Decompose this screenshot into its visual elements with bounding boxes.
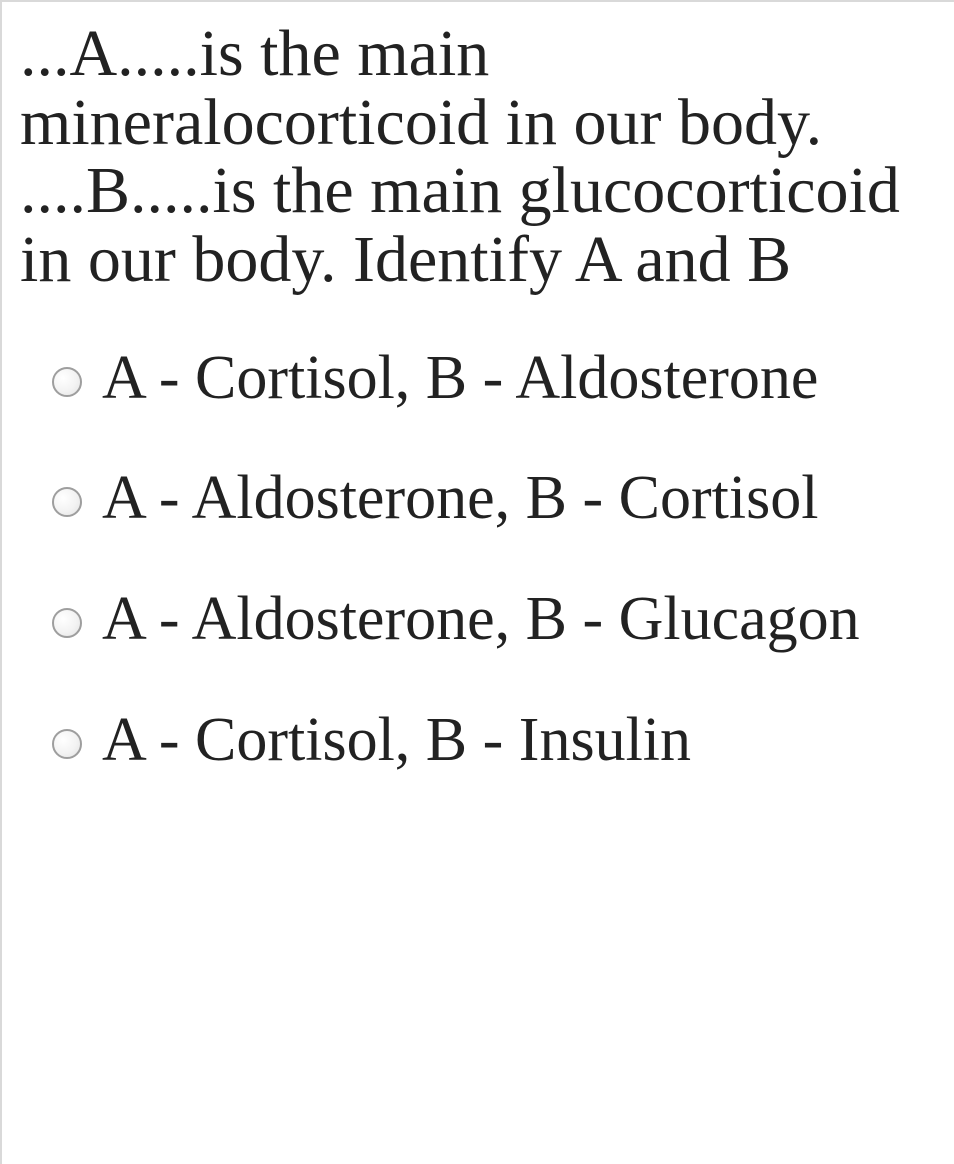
options-list: A - Cortisol, B - Aldosterone A - Aldost… bbox=[2, 295, 954, 775]
option-label: A - Cortisol, B - Insulin bbox=[102, 707, 691, 774]
radio-icon[interactable] bbox=[52, 487, 82, 517]
quiz-card: ...A.....is the main mineralocorticoid i… bbox=[0, 0, 954, 1164]
option-3[interactable]: A - Aldosterone, B - Glucagon bbox=[52, 586, 934, 653]
option-label: A - Aldosterone, B - Glucagon bbox=[102, 586, 860, 653]
radio-icon[interactable] bbox=[52, 608, 82, 638]
radio-icon[interactable] bbox=[52, 729, 82, 759]
option-1[interactable]: A - Cortisol, B - Aldosterone bbox=[52, 345, 934, 412]
option-label: A - Cortisol, B - Aldosterone bbox=[102, 345, 818, 412]
option-2[interactable]: A - Aldosterone, B - Cortisol bbox=[52, 465, 934, 532]
option-4[interactable]: A - Cortisol, B - Insulin bbox=[52, 707, 934, 774]
option-label: A - Aldosterone, B - Cortisol bbox=[102, 465, 818, 532]
question-text: ...A.....is the main mineralocorticoid i… bbox=[2, 2, 954, 295]
radio-icon[interactable] bbox=[52, 367, 82, 397]
